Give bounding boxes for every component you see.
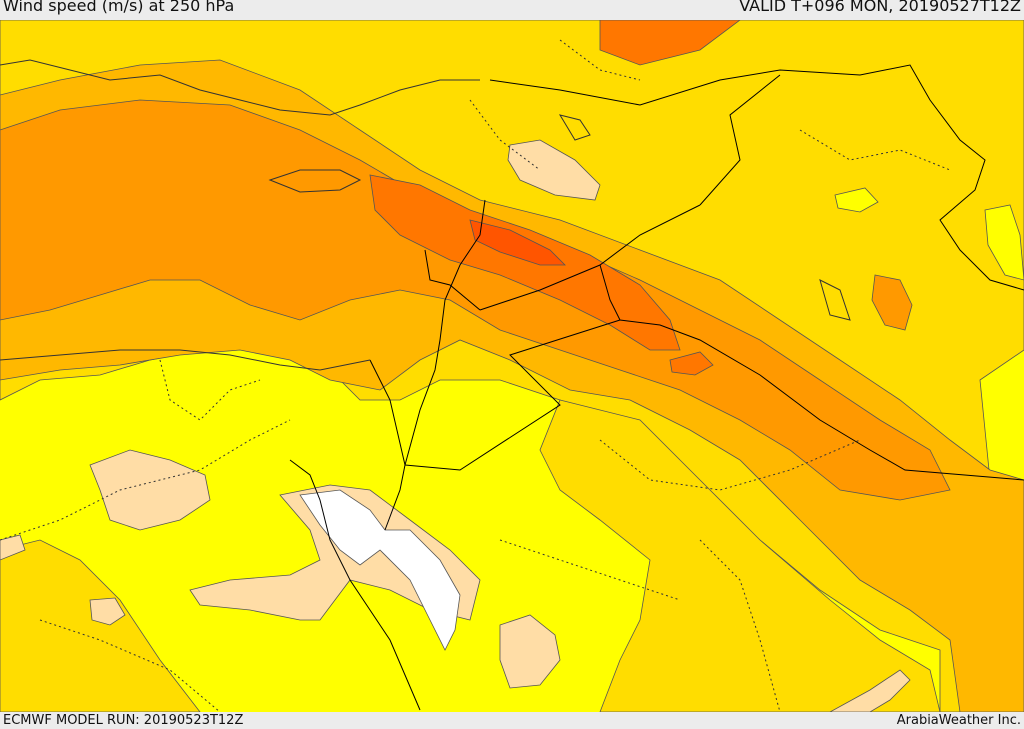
weather-map[interactable] bbox=[0, 20, 1024, 712]
contour-band-low-6 bbox=[0, 534, 26, 561]
contour-band-lowest bbox=[299, 489, 461, 651]
contour-band-low-5 bbox=[89, 597, 126, 626]
contour-patch-ne-1 bbox=[834, 187, 879, 213]
credit-text: ArabiaWeather Inc. bbox=[896, 713, 1021, 728]
admin-boundaries bbox=[0, 39, 951, 712]
contour-band-low-3 bbox=[189, 484, 481, 621]
contour-band-low-4 bbox=[499, 614, 561, 689]
valid-time: VALID T+096 MON, 20190527T12Z bbox=[739, 0, 1021, 15]
contour-band-low-1 bbox=[507, 139, 601, 201]
contour-band-low-2 bbox=[89, 449, 211, 531]
contour-patch-e-1 bbox=[871, 274, 913, 331]
contour-band-mid-sw bbox=[0, 539, 201, 712]
contour-band-peak bbox=[469, 219, 566, 266]
contour-band-low-7 bbox=[829, 669, 911, 712]
coastlines bbox=[0, 59, 851, 371]
contour-patch-ne-2 bbox=[984, 204, 1024, 281]
contour-band-highest-ne bbox=[599, 20, 741, 66]
contour-band-highest bbox=[369, 174, 681, 351]
map-title: Wind speed (m/s) at 250 hPa bbox=[3, 0, 235, 15]
contour-band-mid-south bbox=[539, 399, 941, 712]
model-run: ECMWF MODEL RUN: 20190523T12Z bbox=[3, 713, 244, 728]
header-bar: Wind speed (m/s) at 250 hPa VALID T+096 … bbox=[0, 0, 1024, 20]
wind-speed-map-svg bbox=[0, 20, 1024, 712]
country-borders bbox=[289, 64, 1024, 711]
footer-bar: ECMWF MODEL RUN: 20190523T12Z ArabiaWeat… bbox=[0, 712, 1024, 729]
contour-patch-e-2 bbox=[669, 351, 714, 376]
